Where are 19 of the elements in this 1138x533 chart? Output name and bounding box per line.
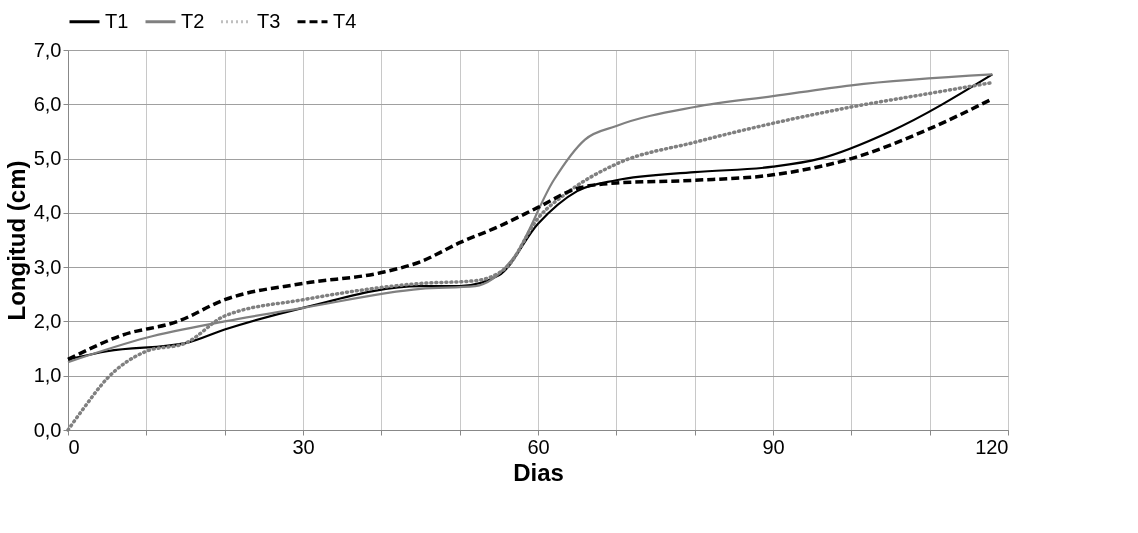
- x-tick-label: 0: [68, 435, 80, 458]
- y-tick-label: 2,0: [33, 309, 62, 332]
- y-tick-label: 4,0: [33, 201, 62, 224]
- x-tick-label: 30: [292, 435, 315, 458]
- y-tick-label: 3,0: [33, 255, 62, 278]
- legend-label: T1: [105, 9, 129, 32]
- legend-label: T4: [333, 9, 357, 32]
- x-tick-label: 60: [527, 435, 550, 458]
- y-tick-label: 7,0: [33, 38, 62, 61]
- x-axis-title: Dias: [513, 458, 564, 486]
- y-tick-label: 5,0: [33, 147, 62, 170]
- y-axis-title: Longitud (cm): [2, 160, 30, 321]
- x-tick-label: 90: [762, 435, 785, 458]
- legend-label: T2: [181, 9, 205, 32]
- legend-label: T3: [257, 9, 281, 32]
- x-tick-label: 120: [975, 435, 1009, 458]
- y-tick-label: 0,0: [33, 418, 62, 441]
- y-tick-label: 6,0: [33, 92, 62, 115]
- y-tick-label: 1,0: [33, 364, 62, 387]
